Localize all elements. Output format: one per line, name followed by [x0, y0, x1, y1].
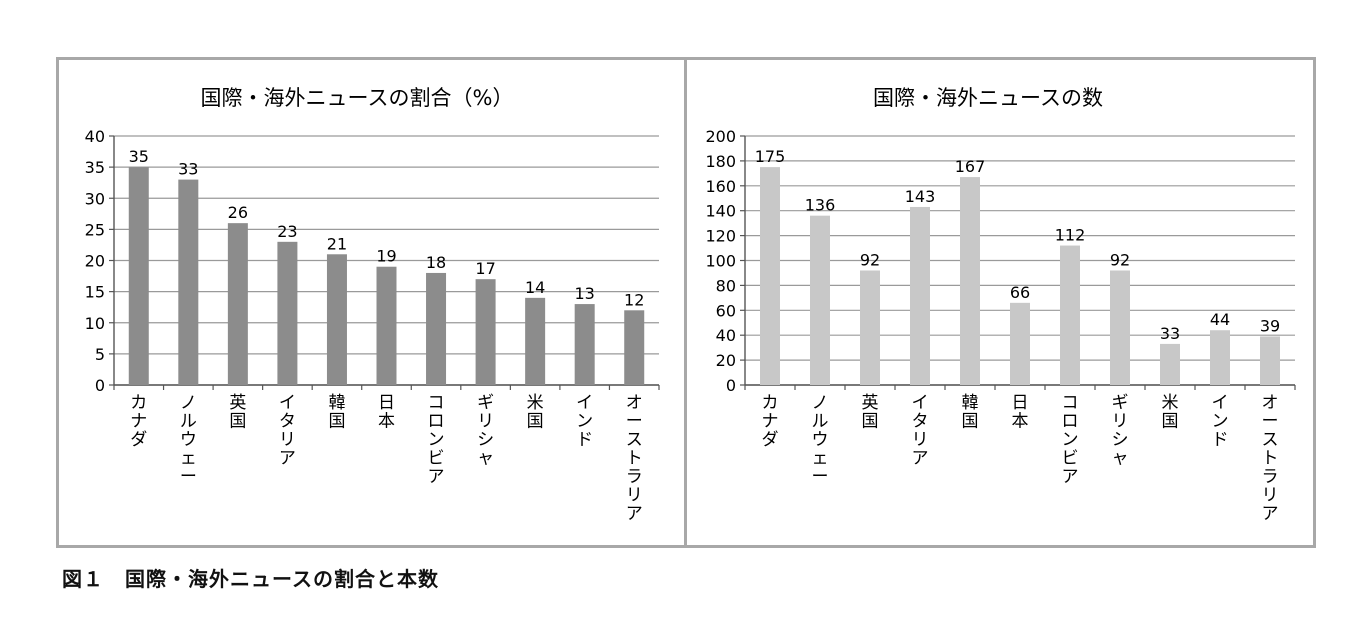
- category-label: コロンビア: [428, 393, 445, 487]
- data-label: 44: [1210, 310, 1230, 329]
- y-tick-label: 40: [716, 326, 736, 345]
- y-tick-label: 140: [705, 202, 736, 221]
- category-label: 米国: [1162, 393, 1179, 432]
- data-label: 13: [575, 284, 595, 303]
- data-label: 143: [905, 187, 936, 206]
- chart-title: 国際・海外ニュースの割合（%）: [201, 86, 514, 110]
- data-label: 167: [955, 157, 986, 176]
- y-tick-label: 180: [705, 152, 736, 171]
- category-label: カナダ: [762, 393, 779, 450]
- data-label: 19: [376, 247, 396, 266]
- category-label: ギリシャ: [1112, 393, 1129, 469]
- category-label: インド: [576, 393, 593, 450]
- bar: [1210, 330, 1230, 385]
- category-label: ノルウェー: [180, 393, 197, 487]
- category-label: 日本: [1012, 393, 1029, 432]
- data-label: 14: [525, 278, 545, 297]
- y-tick-label: 160: [705, 177, 736, 196]
- panel-divider: [684, 57, 687, 548]
- category-label: ノルウェー: [812, 393, 829, 487]
- y-tick-label: 40: [85, 127, 105, 146]
- category-label: カナダ: [130, 393, 147, 450]
- figure-caption: 図１ 国際・海外ニュースの割合と本数: [62, 567, 439, 591]
- data-label: 66: [1010, 283, 1030, 302]
- bar: [277, 241, 298, 385]
- data-label: 21: [327, 234, 347, 253]
- bar: [426, 272, 447, 385]
- category-label: 韓国: [962, 393, 979, 432]
- bar: [227, 223, 248, 385]
- y-tick-label: 200: [705, 127, 736, 146]
- bar: [574, 304, 595, 385]
- data-label: 17: [475, 259, 495, 278]
- data-label: 39: [1260, 316, 1280, 335]
- share-chart: 国際・海外ニュースの割合（%） 0 5 10 15 20 25 30 35 40 35 カナダ 33 ノル…: [85, 86, 660, 524]
- y-tick-label: 20: [716, 351, 736, 370]
- bar: [910, 206, 930, 385]
- y-tick-label: 10: [85, 314, 105, 333]
- category-label: イタリア: [279, 393, 296, 469]
- category-label: オーストラリア: [1262, 393, 1279, 524]
- bar: [810, 215, 830, 385]
- category-label: ギリシャ: [477, 393, 494, 469]
- bar: [760, 167, 780, 385]
- y-tick-label: 15: [85, 283, 105, 302]
- bar: [960, 177, 980, 385]
- y-tick-label: 120: [705, 227, 736, 246]
- data-label: 175: [755, 147, 786, 166]
- bar: [376, 266, 397, 385]
- y-tick-label: 0: [726, 376, 736, 395]
- data-label: 136: [805, 196, 836, 215]
- bar: [860, 270, 880, 385]
- category-label: オーストラリア: [626, 393, 643, 524]
- chart-title: 国際・海外ニュースの数: [873, 86, 1103, 110]
- bar: [178, 179, 199, 385]
- data-label: 33: [1160, 324, 1180, 343]
- y-tick-label: 60: [716, 301, 736, 320]
- bar: [1010, 302, 1030, 385]
- bar: [475, 279, 496, 385]
- bar: [326, 254, 347, 385]
- category-label: 英国: [862, 393, 879, 432]
- data-label: 26: [228, 203, 248, 222]
- data-label: 33: [178, 160, 198, 179]
- y-tick-label: 25: [85, 220, 105, 239]
- bar: [1110, 270, 1130, 385]
- bar: [1160, 343, 1180, 385]
- data-label: 92: [1110, 250, 1130, 269]
- y-tick-label: 80: [716, 276, 736, 295]
- category-label: インド: [1212, 393, 1229, 450]
- category-label: コロンビア: [1062, 393, 1079, 487]
- data-label: 112: [1055, 226, 1086, 245]
- data-label: 23: [277, 222, 297, 241]
- data-label: 92: [860, 250, 880, 269]
- data-label: 12: [624, 290, 644, 309]
- y-tick-label: 0: [95, 376, 105, 395]
- data-label: 18: [426, 253, 446, 272]
- y-tick-label: 5: [95, 345, 105, 364]
- category-label: 韓国: [328, 393, 345, 432]
- y-tick-label: 35: [85, 158, 105, 177]
- bar: [128, 167, 149, 385]
- category-label: 英国: [229, 393, 246, 432]
- count-chart: 国際・海外ニュースの数 0 20 40 60 80 100 120 140 160 180 200 17…: [705, 86, 1296, 524]
- bar: [525, 297, 546, 385]
- data-label: 35: [129, 147, 149, 166]
- bar: [624, 310, 645, 385]
- y-tick-label: 100: [705, 252, 736, 271]
- category-label: 米国: [527, 393, 544, 432]
- bar: [1060, 245, 1080, 385]
- category-label: 日本: [378, 393, 395, 432]
- y-tick-label: 20: [85, 252, 105, 271]
- category-label: イタリア: [912, 393, 929, 469]
- bar: [1260, 336, 1280, 385]
- y-tick-label: 30: [85, 189, 105, 208]
